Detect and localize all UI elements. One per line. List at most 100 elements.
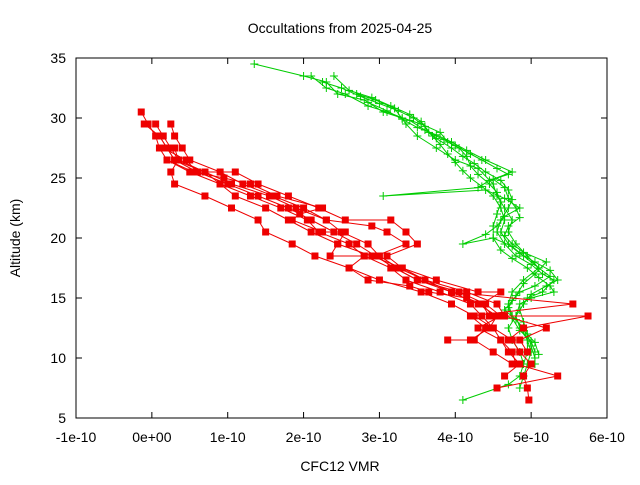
data-point bbox=[391, 264, 399, 272]
data-point bbox=[478, 312, 486, 320]
data-point bbox=[500, 204, 509, 212]
data-point bbox=[508, 168, 517, 176]
data-point bbox=[520, 324, 528, 332]
data-point bbox=[228, 180, 236, 188]
x-tick-label: 1e-10 bbox=[210, 429, 246, 445]
data-point bbox=[493, 300, 501, 308]
data-point bbox=[345, 240, 353, 248]
data-point bbox=[496, 176, 505, 185]
data-point bbox=[493, 192, 502, 200]
data-point bbox=[489, 348, 497, 356]
data-point bbox=[525, 396, 533, 404]
data-point bbox=[485, 312, 493, 320]
data-point bbox=[481, 186, 490, 194]
data-point bbox=[512, 360, 520, 368]
data-point bbox=[463, 288, 471, 296]
data-point bbox=[137, 108, 145, 116]
data-point bbox=[500, 231, 509, 240]
data-point bbox=[470, 312, 478, 320]
data-point bbox=[542, 324, 550, 332]
data-point bbox=[186, 168, 194, 176]
data-point bbox=[269, 192, 277, 200]
data-point bbox=[530, 348, 539, 356]
data-point bbox=[538, 288, 547, 296]
data-point bbox=[493, 312, 501, 320]
data-point bbox=[474, 300, 482, 308]
data-point bbox=[466, 336, 474, 344]
data-point bbox=[474, 288, 482, 296]
data-point bbox=[493, 222, 502, 230]
data-point bbox=[352, 90, 361, 98]
data-point bbox=[508, 336, 516, 344]
data-point bbox=[402, 228, 410, 236]
data-point bbox=[220, 174, 228, 182]
data-point bbox=[250, 60, 259, 68]
data-point bbox=[432, 144, 441, 152]
data-point bbox=[470, 159, 479, 168]
x-tick-label: 2e-10 bbox=[286, 429, 322, 445]
data-point bbox=[319, 204, 327, 212]
data-point bbox=[523, 384, 531, 392]
data-point bbox=[515, 384, 524, 392]
chart-title: Occultations from 2025-04-25 bbox=[248, 20, 433, 36]
data-point bbox=[322, 216, 330, 224]
data-point bbox=[341, 216, 349, 224]
data-point bbox=[329, 72, 338, 80]
y-tick-label: 10 bbox=[50, 350, 66, 366]
data-point bbox=[542, 282, 551, 290]
data-point bbox=[171, 156, 179, 164]
data-point bbox=[159, 144, 167, 152]
data-point bbox=[171, 144, 179, 152]
data-point bbox=[482, 324, 490, 332]
data-point bbox=[489, 175, 498, 184]
data-point bbox=[167, 120, 175, 128]
green-series bbox=[364, 98, 551, 356]
data-point bbox=[379, 192, 388, 200]
data-point bbox=[394, 264, 402, 272]
data-point bbox=[284, 192, 292, 200]
data-point bbox=[387, 264, 395, 272]
data-point bbox=[201, 192, 209, 200]
data-point bbox=[530, 270, 539, 278]
data-point bbox=[444, 336, 452, 344]
data-point bbox=[500, 212, 509, 221]
data-point bbox=[345, 86, 354, 95]
data-point bbox=[193, 168, 201, 176]
data-point bbox=[413, 132, 422, 140]
data-point bbox=[554, 372, 562, 380]
data-point bbox=[318, 78, 327, 86]
data-point bbox=[447, 288, 455, 296]
data-point bbox=[481, 168, 490, 176]
data-point bbox=[163, 144, 171, 152]
data-point bbox=[527, 360, 535, 368]
data-point bbox=[432, 276, 440, 284]
green-series-line bbox=[367, 101, 548, 353]
data-point bbox=[284, 204, 292, 212]
data-point bbox=[345, 264, 353, 272]
data-point bbox=[508, 360, 516, 368]
data-point bbox=[504, 336, 512, 344]
data-point bbox=[254, 180, 262, 188]
data-point bbox=[530, 282, 539, 290]
data-point bbox=[413, 123, 422, 132]
data-point bbox=[190, 168, 198, 176]
green-series-line bbox=[322, 81, 559, 401]
data-point bbox=[182, 156, 190, 164]
data-point bbox=[277, 204, 285, 212]
data-point bbox=[516, 360, 524, 368]
x-tick-label: -1e-10 bbox=[56, 429, 97, 445]
data-point bbox=[451, 156, 460, 164]
data-point bbox=[474, 324, 482, 332]
data-point bbox=[140, 120, 148, 128]
data-point bbox=[508, 240, 517, 248]
red-series bbox=[163, 156, 493, 320]
data-point bbox=[569, 300, 577, 308]
data-point bbox=[417, 288, 425, 296]
data-point bbox=[387, 216, 395, 224]
data-point bbox=[523, 264, 532, 272]
y-axis-label: Altitude (km) bbox=[7, 199, 23, 278]
x-tick-label: 5e-10 bbox=[513, 429, 549, 445]
data-point bbox=[159, 132, 167, 140]
ticks: -1e-10 0e+00 1e-10 2e-10 3e-10 4e-10 5e-10 6e-1… bbox=[50, 50, 625, 445]
